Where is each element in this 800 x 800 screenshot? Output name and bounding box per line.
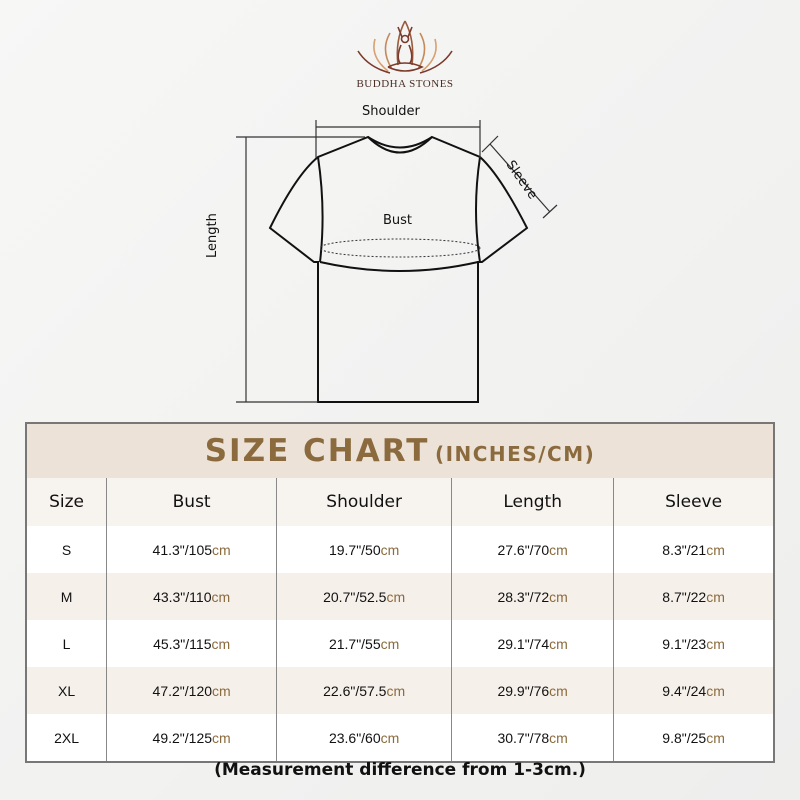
unit-label: cm <box>549 588 568 605</box>
measure-value: 19.7"/50 <box>328 541 381 558</box>
measure-cell: 9.1"/23cm <box>613 620 774 667</box>
unit-label: cm <box>706 588 725 605</box>
measure-cell: 28.3"/72cm <box>451 573 614 620</box>
measure-value: 9.4"/24 <box>662 682 707 699</box>
unit-label: cm <box>549 635 568 652</box>
measure-cell: 41.3"/105cm <box>106 526 277 573</box>
unit-label: cm <box>549 682 568 699</box>
measure-value: 27.6"/70 <box>497 541 550 558</box>
unit-label: cm <box>706 541 725 558</box>
measure-cell: 23.6"/60cm <box>276 714 452 762</box>
sleeve-measure-line <box>489 143 551 213</box>
measure-cell: 43.3"/110cm <box>106 573 277 620</box>
size-cell: L <box>26 620 107 667</box>
column-header: Shoulder <box>276 478 452 526</box>
measure-cell: 30.7"/78cm <box>451 714 614 762</box>
size-chart-title: SIZE CHART (INCHES/CM) <box>26 423 774 478</box>
unit-label: cm <box>212 541 231 558</box>
size-chart-table: SIZE CHART (INCHES/CM) Size Bust Shoulder L… <box>25 422 775 763</box>
measure-value: 29.9"/76 <box>497 682 550 699</box>
unit-label: cm <box>211 588 231 605</box>
measure-cell: 29.9"/76cm <box>451 667 614 714</box>
measure-cell: 8.7"/22cm <box>613 573 774 620</box>
bust-measure-line <box>319 238 481 258</box>
measure-cell: 29.1"/74cm <box>451 620 614 667</box>
column-header: Size <box>26 478 107 526</box>
header-row: Size Bust Shoulder Length Sleeve <box>26 478 774 526</box>
measure-value: 8.3"/21 <box>662 541 707 558</box>
table-row: M 43.3"/110cm 20.7"/52.5cm 28.3"/72cm 8.7"/2… <box>26 573 774 620</box>
measure-cell: 20.7"/52.5cm <box>276 573 452 620</box>
measure-value: 47.2"/120 <box>152 682 213 699</box>
unit-label: cm <box>380 635 400 652</box>
measure-value: 45.3"/115 <box>153 635 212 652</box>
measure-value: 41.3"/105 <box>152 541 213 558</box>
column-header: Bust <box>106 478 277 526</box>
measure-value: 49.2"/125 <box>152 729 213 746</box>
length-label: Length <box>205 213 220 258</box>
tshirt-outline <box>268 135 529 403</box>
unit-label: cm <box>386 588 406 605</box>
unit-label: cm <box>212 682 231 699</box>
measure-cell: 9.8"/25cm <box>613 714 774 762</box>
measure-cell: 8.3"/21cm <box>613 526 774 573</box>
measure-value: 30.7"/78 <box>497 729 550 746</box>
size-cell: M <box>26 573 107 620</box>
measure-cell: 9.4"/24cm <box>613 667 774 714</box>
title-main: SIZE CHART <box>204 433 430 469</box>
measure-value: 23.6"/60 <box>328 729 381 746</box>
measure-value: 22.6"/57.5 <box>323 682 387 699</box>
unit-label: cm <box>706 682 725 699</box>
tshirt-diagram <box>236 120 558 403</box>
shoulder-label: Shoulder <box>362 104 420 119</box>
measurement-footnote: (Measurement difference from 1-3cm.) <box>214 760 586 780</box>
measure-value: 8.7"/22 <box>662 588 707 605</box>
unit-label: cm <box>380 729 400 746</box>
unit-label: cm <box>386 682 406 699</box>
measure-cell: 21.7"/55cm <box>276 620 452 667</box>
measure-value: 9.1"/23 <box>662 635 707 652</box>
column-header: Sleeve <box>613 478 774 526</box>
measure-value: 20.7"/52.5 <box>323 588 387 605</box>
size-cell: XL <box>26 667 107 714</box>
measure-value: 43.3"/110 <box>153 588 212 605</box>
brand-logo: BUDDHA STONES <box>340 15 470 95</box>
size-cell: 2XL <box>26 714 107 762</box>
measure-value: 21.7"/55 <box>328 635 381 652</box>
bust-label: Bust <box>383 213 413 228</box>
measure-value: 9.8"/25 <box>662 729 707 746</box>
title-units: (INCHES/CM) <box>434 442 596 466</box>
lotus-meditation-logo-icon <box>357 20 453 74</box>
unit-label: cm <box>706 635 725 652</box>
measure-value: 28.3"/72 <box>497 588 550 605</box>
measure-cell: 22.6"/57.5cm <box>276 667 452 714</box>
unit-label: cm <box>706 729 725 746</box>
measure-cell: 19.7"/50cm <box>276 526 452 573</box>
measure-cell: 47.2"/120cm <box>106 667 277 714</box>
table-row: L 45.3"/115cm 21.7"/55cm 29.1"/74cm 9.1"/23c… <box>26 620 774 667</box>
measure-cell: 45.3"/115cm <box>106 620 277 667</box>
measure-value: 29.1"/74 <box>497 635 550 652</box>
measure-cell: 49.2"/125cm <box>106 714 277 762</box>
unit-label: cm <box>549 729 568 746</box>
unit-label: cm <box>211 635 231 652</box>
unit-label: cm <box>549 541 568 558</box>
table-row: 2XL 49.2"/125cm 23.6"/60cm 30.7"/78cm 9.8"/2… <box>26 714 774 762</box>
column-header: Length <box>451 478 614 526</box>
size-cell: S <box>26 526 107 573</box>
unit-label: cm <box>380 541 400 558</box>
table-row: S 41.3"/105cm 19.7"/50cm 27.6"/70cm 8.3"/21c… <box>26 526 774 573</box>
brand-name: BUDDHA STONES <box>356 78 454 90</box>
measure-cell: 27.6"/70cm <box>451 526 614 573</box>
table-row: XL 47.2"/120cm 22.6"/57.5cm 29.9"/76cm 9.4"/… <box>26 667 774 714</box>
unit-label: cm <box>212 729 231 746</box>
